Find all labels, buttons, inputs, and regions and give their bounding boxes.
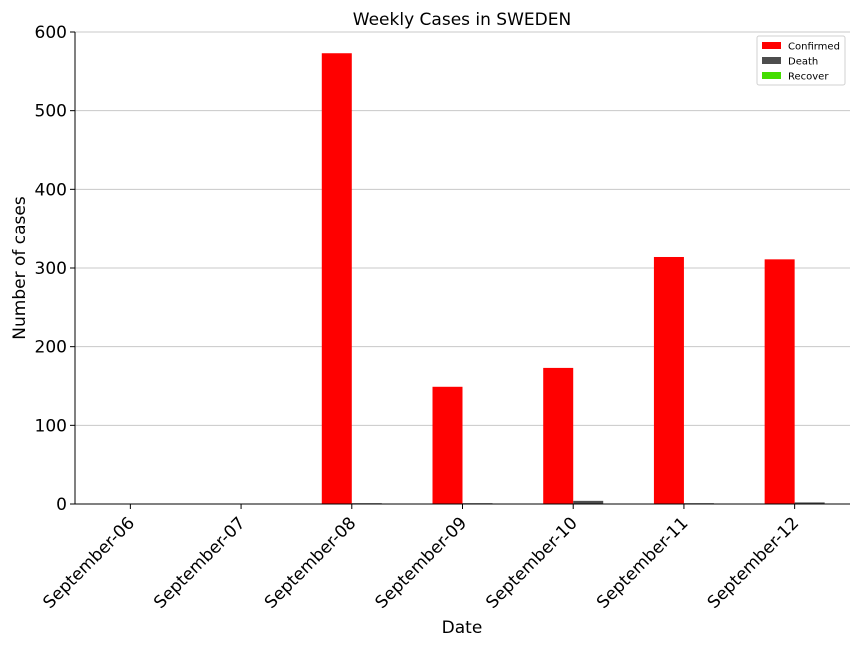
x-tick-label: September-07 <box>150 513 249 612</box>
y-tick-label: 400 <box>35 180 67 200</box>
bar-confirmed <box>321 53 352 505</box>
bars <box>321 53 825 505</box>
y-tick-label: 0 <box>56 495 67 515</box>
x-tick-label: September-12 <box>704 513 803 612</box>
legend-swatch-confirmed <box>762 42 781 49</box>
x-axis-label: Date <box>442 618 483 638</box>
y-ticks: 0 100 200 300 400 500 600 <box>35 23 75 515</box>
gridlines <box>75 31 850 505</box>
x-tick-label: September-06 <box>39 513 138 612</box>
legend-label-confirmed: Confirmed <box>788 42 840 53</box>
bar-confirmed <box>432 386 463 504</box>
y-tick-label: 600 <box>35 23 67 43</box>
y-tick-label: 300 <box>35 259 67 279</box>
bar-death <box>573 500 604 504</box>
legend: Confirmed Death Recover <box>756 35 846 86</box>
x-tick-label: September-08 <box>261 513 360 612</box>
bar-confirmed <box>764 259 795 504</box>
bar-confirmed <box>543 367 574 504</box>
bar-death <box>794 502 825 504</box>
x-ticks: September-06 September-07 September-08 Sept… <box>39 504 803 613</box>
y-tick-label: 200 <box>35 338 67 358</box>
x-tick-label: September-10 <box>482 513 581 612</box>
x-tick-label: September-11 <box>593 513 692 612</box>
legend-swatch-recover <box>762 72 781 79</box>
bar-confirmed <box>653 256 684 504</box>
x-tick-label: September-09 <box>372 513 471 612</box>
legend-label-recover: Recover <box>788 72 829 83</box>
y-axis-label: Number of cases <box>10 196 30 340</box>
y-tick-label: 100 <box>35 416 67 436</box>
chart-title: Weekly Cases in SWEDEN <box>353 10 571 30</box>
legend-swatch-death <box>762 57 781 64</box>
legend-label-death: Death <box>788 57 818 68</box>
y-tick-label: 500 <box>35 102 67 122</box>
